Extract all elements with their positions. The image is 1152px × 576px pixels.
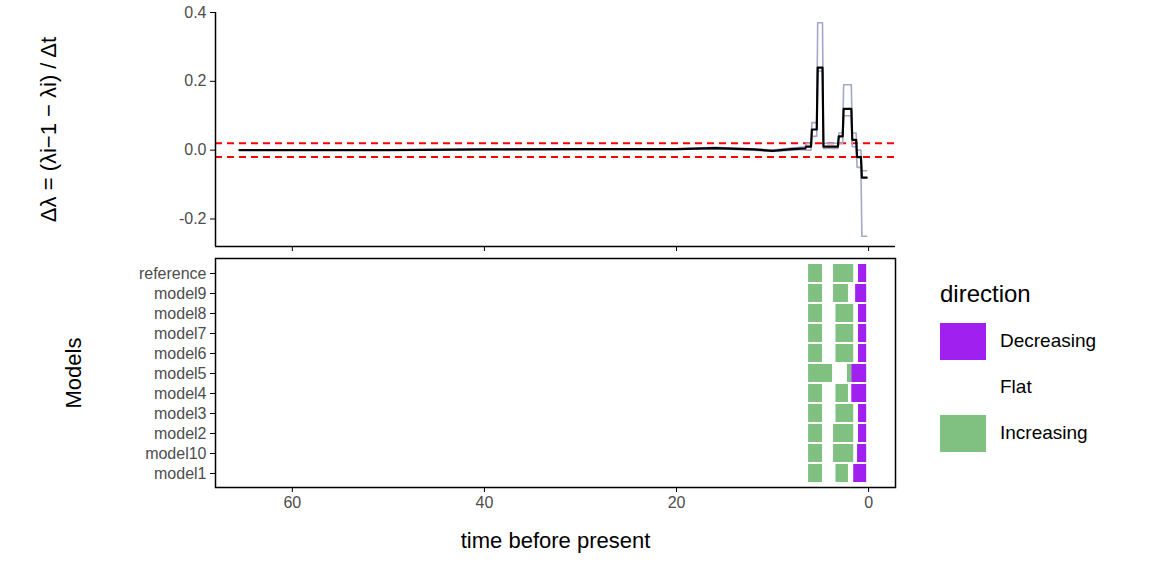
html-text:Decreasing: Decreasing [1000,330,1097,351]
svg-text:0: 0 [864,494,873,511]
svg-text:60: 60 [283,494,301,511]
svg-text:20: 20 [668,494,686,511]
svg-text:-0.2: -0.2 [179,210,207,227]
svg-text:model3: model3 [154,405,207,422]
svg-text:0.0: 0.0 [184,141,206,158]
svg-text:Δλ = (λi−1 − λi) / Δt: Δλ = (λi−1 − λi) / Δt [36,37,61,222]
svg-text:40: 40 [476,494,494,511]
svg-text:0.4: 0.4 [184,4,206,21]
svg-text:Models: Models [61,338,86,409]
svg-text:time before present: time before present [461,528,651,553]
svg-text:model9: model9 [154,285,207,302]
svg-text:model10: model10 [145,445,206,462]
svg-text:model8: model8 [154,305,207,322]
svg-text:model7: model7 [154,325,207,342]
svg-text:model5: model5 [154,365,207,382]
svg-text:model6: model6 [154,345,207,362]
html-text:direction: direction [940,280,1031,307]
svg-text:model1: model1 [154,465,207,482]
html-text:Increasing: Increasing [1000,422,1088,443]
html-text:Flat: Flat [1000,376,1032,397]
svg-text:0.2: 0.2 [184,72,206,89]
svg-text:model4: model4 [154,385,207,402]
svg-text:model2: model2 [154,425,207,442]
svg-text:reference: reference [139,265,207,282]
